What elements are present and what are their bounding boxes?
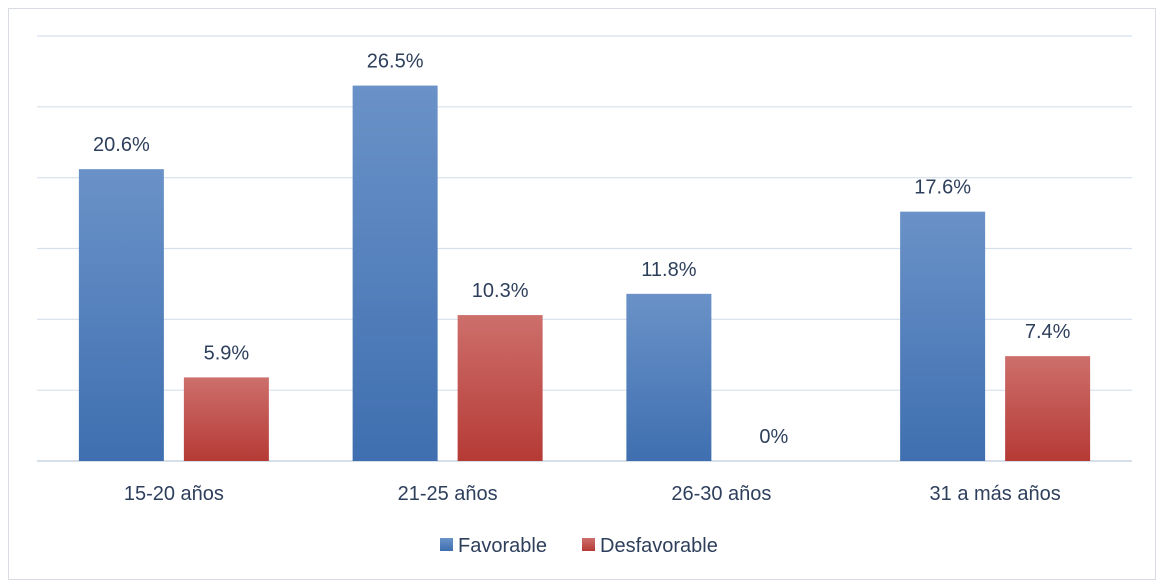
x-tick-label: 21-25 años bbox=[398, 483, 498, 505]
x-axis-tick-labels: 15-20 años 21-25 años 26-30 años 31 a más a… bbox=[124, 483, 1061, 505]
bar-favorable-3 bbox=[626, 293, 712, 461]
data-label-desfavorable-1: 5.9% bbox=[204, 342, 250, 364]
data-label-desfavorable-4: 7.4% bbox=[1025, 321, 1071, 343]
legend-swatch-favorable bbox=[440, 538, 453, 551]
bar-desfavorable-1 bbox=[183, 377, 269, 461]
bar-favorable-4 bbox=[900, 211, 986, 461]
data-label-desfavorable-2: 10.3% bbox=[472, 280, 529, 302]
x-tick-label: 31 a más años bbox=[930, 483, 1061, 505]
data-label-desfavorable-3: 0% bbox=[759, 426, 788, 448]
data-label-favorable-4: 17.6% bbox=[914, 177, 971, 199]
bar-favorable-2 bbox=[352, 85, 438, 461]
data-labels: 20.6% 5.9% 26.5% 10.3% 11.8% 0% 17.6% 7.4% bbox=[93, 51, 1071, 448]
bar-desfavorable-2 bbox=[457, 315, 543, 461]
data-label-favorable-1: 20.6% bbox=[93, 134, 150, 156]
bars bbox=[78, 85, 1091, 461]
legend-label-favorable: Favorable bbox=[458, 535, 547, 557]
legend-swatch-desfavorable bbox=[582, 538, 595, 551]
legend-label-desfavorable: Desfavorable bbox=[600, 535, 718, 557]
x-tick-label: 26-30 años bbox=[671, 483, 771, 505]
bar-desfavorable-4 bbox=[1005, 356, 1091, 461]
data-label-favorable-3: 11.8% bbox=[641, 259, 696, 281]
data-label-favorable-2: 26.5% bbox=[367, 51, 424, 73]
bar-favorable-1 bbox=[78, 169, 164, 461]
legend: Favorable Desfavorable bbox=[440, 535, 718, 557]
x-tick-label: 15-20 años bbox=[124, 483, 224, 505]
